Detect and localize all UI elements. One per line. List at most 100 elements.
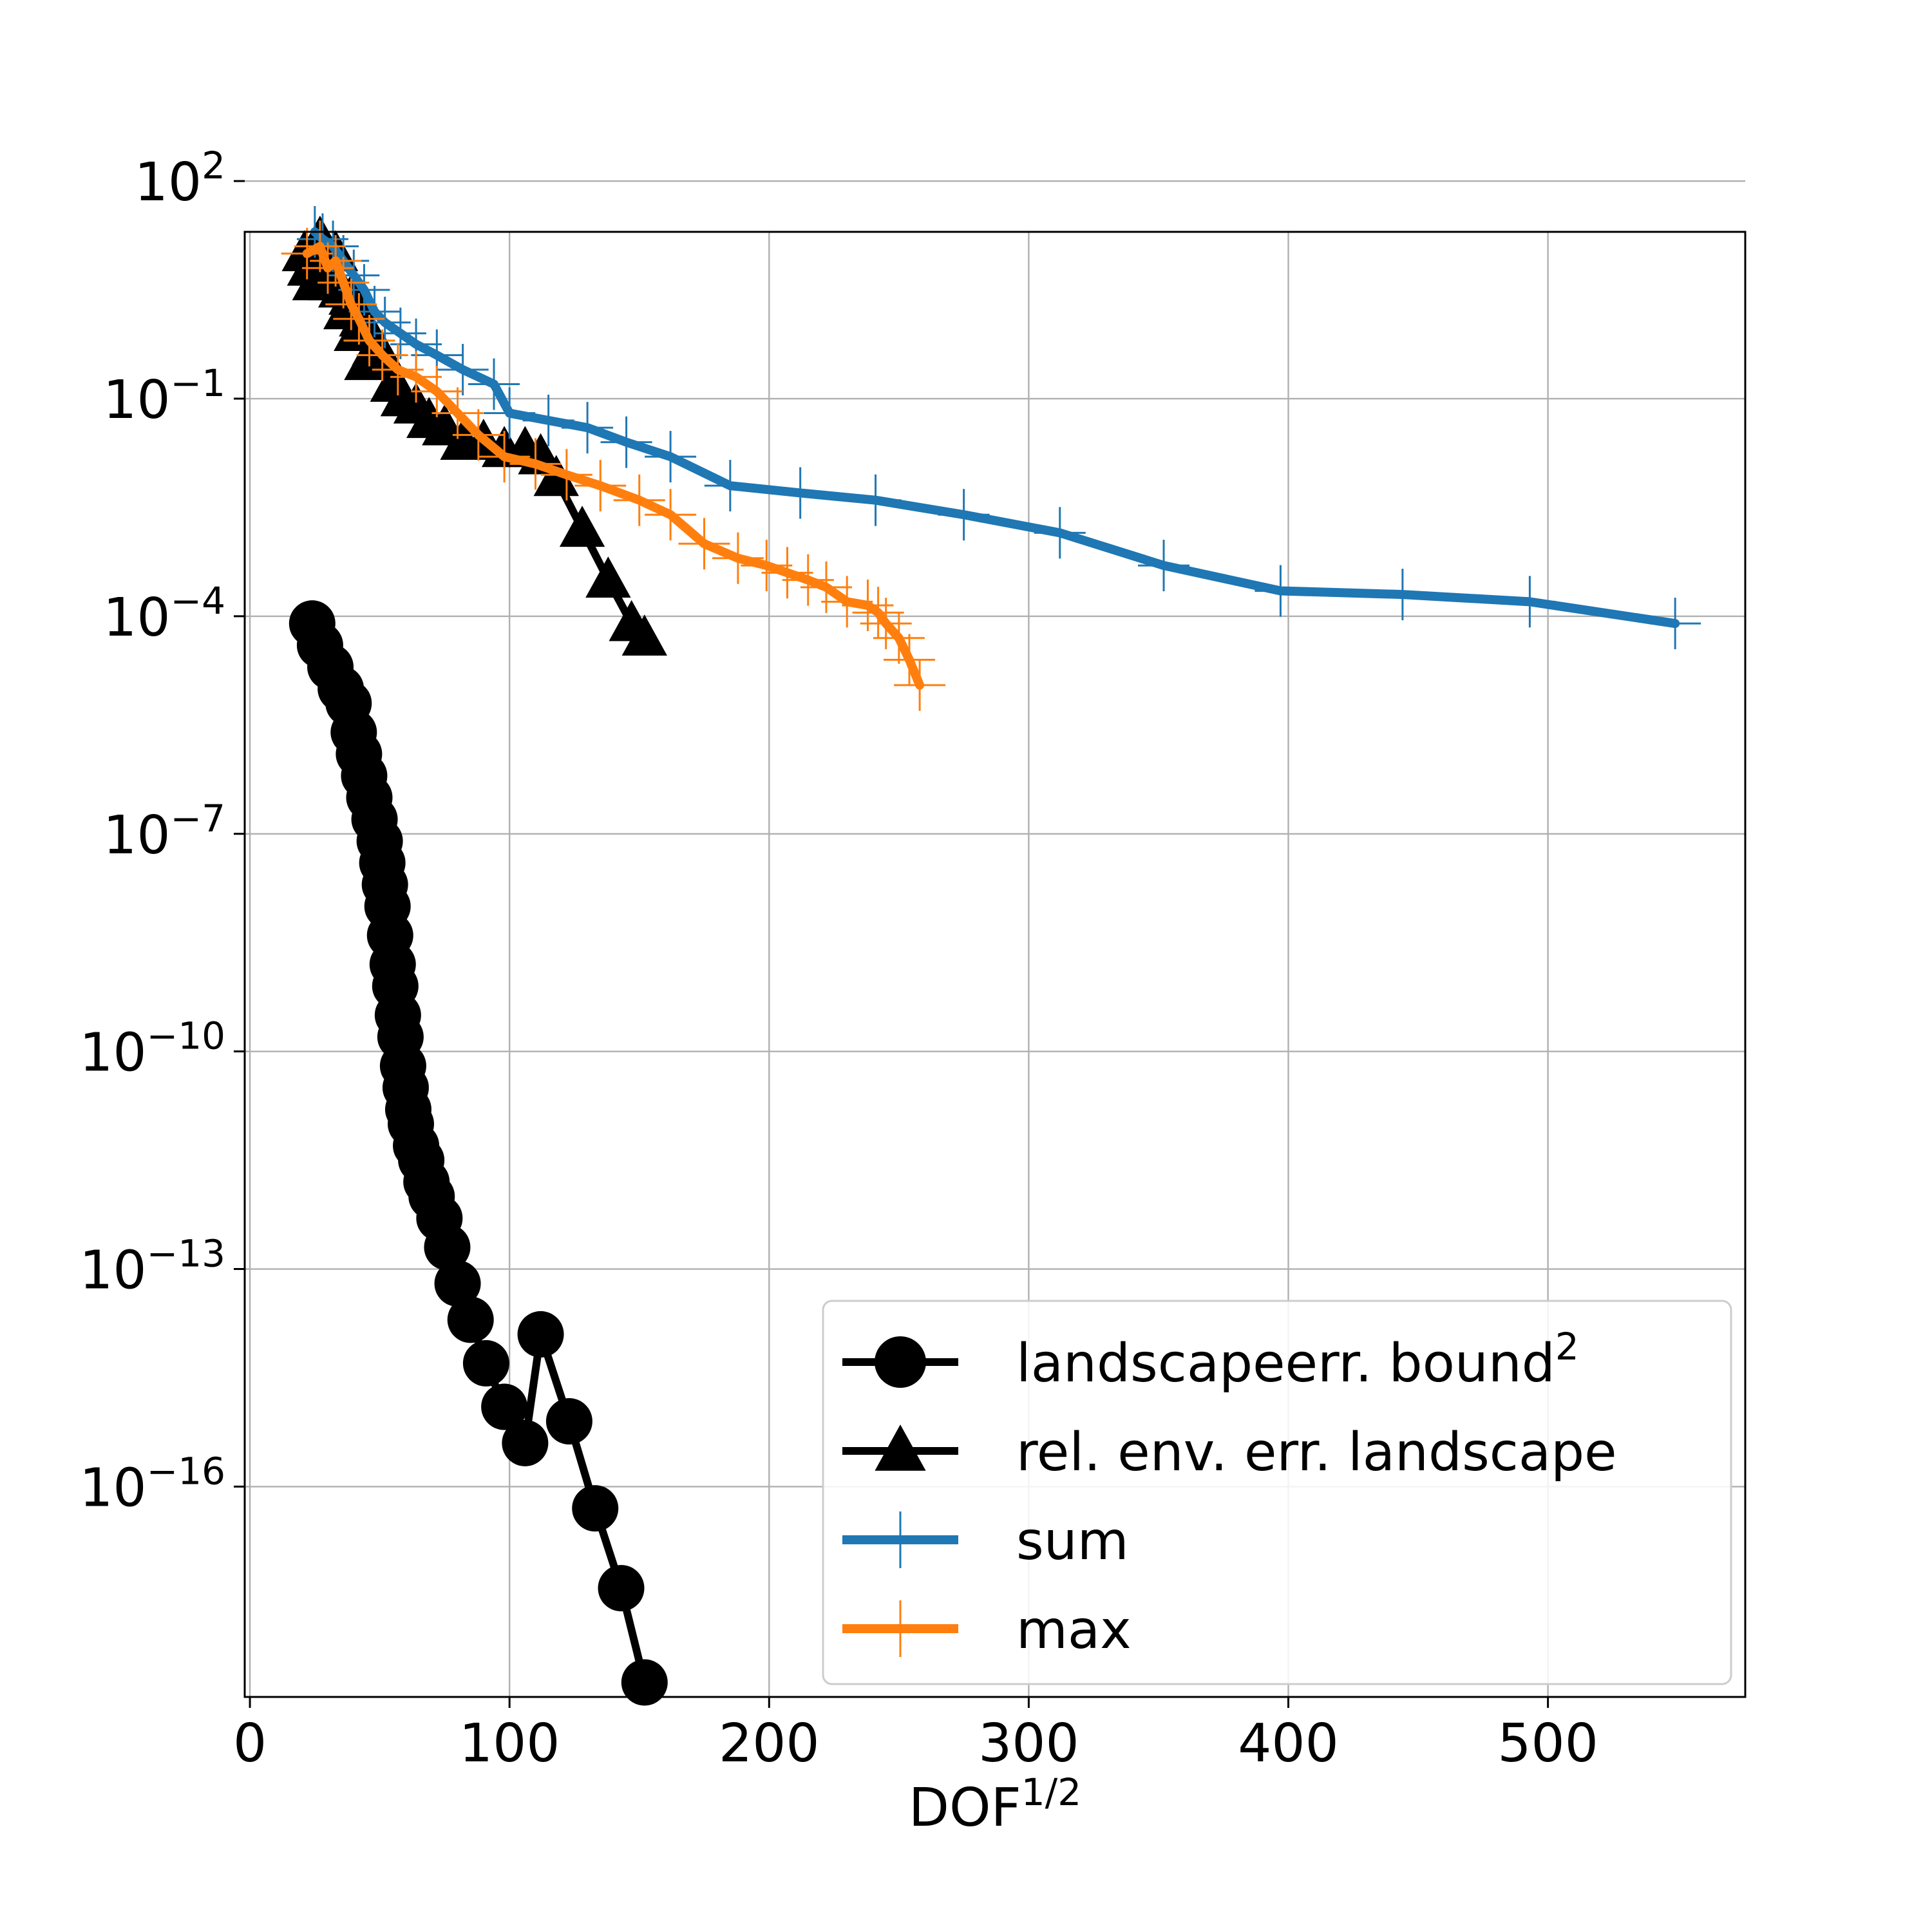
data-point bbox=[1138, 540, 1190, 592]
legend-label: max bbox=[1016, 1600, 1132, 1661]
data-point bbox=[782, 554, 834, 606]
legend-label: sum bbox=[1016, 1511, 1129, 1572]
legend: landscapeerr. bound2 rel. env. err. lands… bbox=[822, 1300, 1732, 1685]
data-point bbox=[502, 1419, 549, 1466]
data-point bbox=[431, 387, 484, 439]
data-point bbox=[390, 351, 442, 403]
y-tick-label: 10−1 bbox=[103, 361, 225, 431]
data-point bbox=[343, 314, 395, 366]
y-tick-label: 102 bbox=[135, 144, 225, 213]
data-point bbox=[434, 1260, 481, 1307]
series-layer bbox=[281, 206, 1701, 1706]
data-point bbox=[712, 532, 764, 584]
svg-text:DOF1/2: DOF1/2 bbox=[909, 1770, 1081, 1839]
data-point bbox=[678, 518, 730, 570]
data-point bbox=[468, 358, 520, 410]
data-point bbox=[621, 1659, 668, 1706]
data-point bbox=[301, 242, 354, 294]
x-axis-label: DOF1/2 bbox=[909, 1770, 1081, 1839]
data-point bbox=[356, 329, 408, 381]
data-point bbox=[317, 256, 370, 308]
data-point bbox=[572, 1485, 619, 1532]
data-point bbox=[294, 220, 346, 272]
data-point bbox=[447, 1296, 494, 1343]
data-point bbox=[645, 489, 697, 541]
legend-item: landscapeerr. bound2 bbox=[842, 1325, 1579, 1394]
data-point bbox=[325, 278, 377, 330]
x-tick-label: 400 bbox=[1238, 1713, 1339, 1774]
data-point bbox=[452, 409, 504, 461]
data-point bbox=[559, 506, 605, 547]
data-point bbox=[860, 598, 912, 650]
series-0 bbox=[289, 600, 668, 1706]
y-tick-label: 10−10 bbox=[79, 1014, 225, 1084]
y-tick-label: 10−7 bbox=[103, 797, 225, 866]
data-point bbox=[852, 587, 904, 639]
x-tick-label: 200 bbox=[719, 1713, 820, 1774]
data-point bbox=[585, 556, 631, 598]
data-point bbox=[437, 343, 489, 395]
data-point bbox=[761, 547, 813, 599]
data-point bbox=[1649, 598, 1701, 650]
data-point bbox=[621, 614, 667, 656]
data-point bbox=[509, 438, 562, 490]
data-point bbox=[774, 467, 826, 519]
data-point bbox=[613, 474, 665, 526]
ticks: 0 100 200 300 400 500 102 10−1 10−4 10−7 10−10 10−1… bbox=[79, 144, 1598, 1774]
data-point bbox=[1034, 507, 1086, 559]
legend-label: rel. env. err. landscape bbox=[1016, 1422, 1617, 1483]
data-point bbox=[873, 612, 925, 664]
legend-marker bbox=[872, 1600, 929, 1657]
data-point bbox=[1255, 565, 1307, 617]
y-tick-label: 10−16 bbox=[79, 1449, 225, 1519]
data-point bbox=[522, 394, 574, 446]
data-point bbox=[938, 489, 990, 541]
legend-item: rel. env. err. landscape bbox=[842, 1422, 1617, 1483]
series-3 bbox=[281, 220, 946, 711]
data-point bbox=[374, 307, 426, 359]
data-point bbox=[424, 1224, 471, 1271]
axes-frame bbox=[243, 231, 1747, 1698]
legend-marker bbox=[875, 1336, 926, 1388]
data-point bbox=[883, 634, 935, 686]
data-point bbox=[1504, 576, 1556, 628]
series-2 bbox=[289, 206, 1701, 650]
data-point bbox=[821, 576, 873, 628]
data-point bbox=[545, 1398, 592, 1445]
data-point bbox=[481, 1383, 528, 1430]
x-tick-label: 100 bbox=[459, 1713, 560, 1774]
data-point bbox=[462, 1340, 509, 1387]
legend-item: sum bbox=[842, 1511, 1129, 1572]
data-point bbox=[800, 561, 852, 613]
data-point bbox=[411, 365, 463, 417]
data-point bbox=[478, 431, 531, 483]
data-point bbox=[1376, 569, 1428, 621]
x-tick-label: 300 bbox=[978, 1713, 1079, 1774]
legend-marker bbox=[872, 1511, 929, 1568]
legend-item: max bbox=[842, 1600, 1132, 1661]
data-point bbox=[894, 659, 946, 711]
data-point bbox=[333, 293, 385, 345]
data-point bbox=[741, 540, 793, 592]
data-point bbox=[598, 1565, 645, 1612]
legend-box bbox=[822, 1300, 1732, 1685]
data-point bbox=[517, 1311, 564, 1358]
legend-label: landscapeerr. bound2 bbox=[1016, 1325, 1579, 1394]
y-tick-label: 10−13 bbox=[79, 1232, 225, 1302]
x-tick-label: 500 bbox=[1497, 1713, 1598, 1774]
data-point bbox=[600, 416, 652, 468]
y-tick-label: 10−4 bbox=[103, 579, 225, 649]
data-point bbox=[540, 449, 592, 501]
data-point bbox=[645, 431, 697, 483]
data-point bbox=[849, 474, 902, 526]
data-point bbox=[574, 460, 627, 512]
data-point bbox=[562, 402, 614, 454]
data-point bbox=[484, 387, 536, 439]
data-point bbox=[310, 235, 362, 287]
data-point bbox=[704, 460, 756, 512]
data-point bbox=[372, 343, 424, 395]
data-point bbox=[281, 227, 333, 279]
x-tick-label: 0 bbox=[233, 1713, 267, 1774]
series-line bbox=[310, 227, 1680, 629]
